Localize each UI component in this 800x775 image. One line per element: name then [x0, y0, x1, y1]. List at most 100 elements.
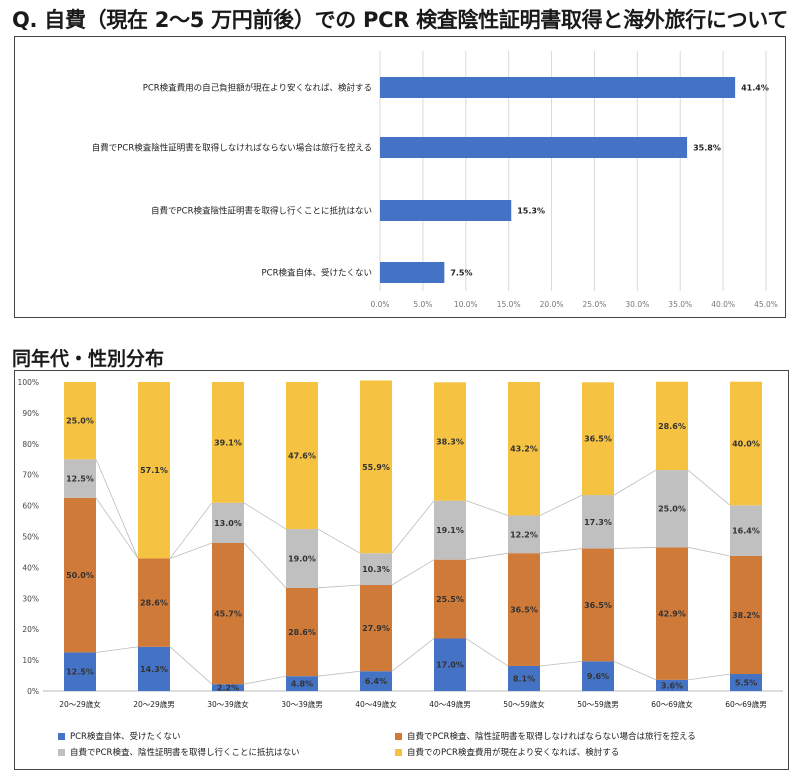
- x-tick-label: 10.0%: [454, 300, 478, 309]
- data-label: 6.4%: [365, 677, 387, 686]
- category-label: 自費でPCR検査陰性証明書を取得し行くことに抵抗はない: [151, 206, 372, 217]
- y-tick-label: 60%: [22, 502, 39, 511]
- bar-segment: [730, 555, 762, 675]
- series-connector: [169, 646, 213, 685]
- bar-segment: [656, 470, 688, 548]
- series-connector: [465, 552, 509, 561]
- distribution-chart-panel: 0% 10% 20% 30% 40% 50% 60% 70% 80% 90% 100% 12.5% 50…: [14, 370, 789, 770]
- series-connector: [613, 660, 657, 681]
- series-connector: [391, 638, 435, 672]
- data-label: 25.5%: [436, 595, 464, 604]
- category-label: 30～39歳女: [207, 699, 249, 709]
- category-label: 40～49歳女: [355, 699, 397, 709]
- bar-segment: [212, 684, 244, 691]
- y-tick-label: 40%: [22, 563, 39, 572]
- legend-label-2: 自費でPCR検査、陰性証明書を取得しなければならない場合は旅行を控える: [407, 732, 696, 742]
- series-connector: [317, 528, 361, 554]
- x-tick-label: 20.0%: [540, 300, 564, 309]
- category-label: 30～39歳男: [281, 699, 323, 709]
- legend-label-3: 自費でPCR検査、陰性証明書を取得し行くことに抵抗はない: [70, 748, 300, 758]
- series-connector: [613, 546, 657, 549]
- bar-segment: [138, 382, 170, 559]
- bar-segment: [64, 497, 96, 653]
- series-connector: [95, 459, 139, 559]
- category-label: 40～49歳男: [429, 699, 471, 709]
- y-tick-label: 0%: [27, 687, 39, 696]
- category-label: 50～59歳男: [577, 699, 619, 709]
- bar-segment: [508, 515, 540, 554]
- data-label: 45.7%: [214, 610, 242, 619]
- series-connector: [391, 559, 435, 586]
- data-label: 35.8%: [693, 144, 721, 153]
- bar-segment: [434, 638, 466, 691]
- bar-segment: [286, 676, 318, 691]
- series-connector: [613, 469, 657, 496]
- stacked-bar-chart: 0% 10% 20% 30% 40% 50% 60% 70% 80% 90% 100% 12.5% 50…: [18, 378, 783, 709]
- data-label: 12.5%: [66, 668, 94, 677]
- bar-segment: [138, 646, 170, 691]
- bar-segment: [656, 679, 688, 691]
- series-connector: [169, 542, 213, 559]
- category-label: 20～29歳女: [59, 699, 101, 709]
- data-label: 28.6%: [658, 422, 686, 431]
- summary-chart-panel: 0.0% 5.0% 10.0% 15.0% 20.0% 25.0% 30.0% 35.0% 40…: [14, 36, 786, 318]
- series-connector: [243, 542, 287, 589]
- bar-segment: [286, 382, 318, 530]
- data-label: 28.6%: [288, 628, 316, 637]
- data-label: 27.9%: [362, 624, 390, 633]
- data-label: 17.3%: [584, 518, 612, 527]
- data-label: 25.0%: [66, 417, 94, 426]
- data-label: 9.6%: [587, 672, 609, 681]
- data-label: 16.4%: [732, 527, 760, 536]
- bar-segment: [212, 502, 244, 543]
- category-label: 60～69歳男: [725, 699, 767, 709]
- data-label: 25.0%: [658, 505, 686, 514]
- bar-segment: [508, 382, 540, 516]
- summary-bar-chart: 0.0% 5.0% 10.0% 15.0% 20.0% 25.0% 30.0% 35.0% 40…: [92, 51, 778, 309]
- legend-item-3: 自費でPCR検査、陰性証明書を取得し行くことに抵抗はない: [58, 746, 299, 758]
- bar-segment: [64, 382, 96, 460]
- y-tick-label: 70%: [22, 471, 39, 480]
- data-label: 57.1%: [140, 466, 168, 475]
- bar-segment: [360, 671, 392, 691]
- bar-segment: [212, 542, 244, 685]
- bar: [380, 137, 688, 158]
- series-connector: [539, 548, 583, 554]
- bar-segment: [656, 547, 688, 680]
- legend-swatch-orange: [395, 732, 402, 740]
- category-label: 自費でPCR検査陰性証明書を取得しなければならない場合は旅行を控える: [92, 143, 372, 154]
- data-label: 12.5%: [66, 475, 94, 484]
- bar-segment: [434, 559, 466, 639]
- data-label: 13.0%: [214, 519, 242, 528]
- series-connector: [95, 497, 139, 559]
- bar-segment: [730, 505, 762, 556]
- series-connector: [687, 469, 731, 506]
- data-label: 8.1%: [513, 674, 535, 683]
- data-label: 55.9%: [362, 463, 390, 472]
- series-connector: [243, 502, 287, 530]
- bar: [380, 77, 736, 98]
- legend-swatch-gray: [58, 748, 65, 756]
- series-connector: [169, 502, 213, 559]
- data-label: 3.6%: [661, 681, 683, 690]
- series-connector: [243, 675, 287, 685]
- x-tick-label: 30.0%: [625, 300, 649, 309]
- x-tick-label: 25.0%: [583, 300, 607, 309]
- data-label: 36.5%: [584, 601, 612, 610]
- legend-label-1: PCR検査自体、受けたくない: [70, 732, 181, 742]
- data-label: 43.2%: [510, 445, 538, 454]
- x-tick-label: 5.0%: [413, 300, 432, 309]
- y-tick-label: 90%: [22, 409, 39, 418]
- bar-segment: [138, 558, 170, 647]
- y-tick-label: 80%: [22, 440, 39, 449]
- x-tick-label: 45.0%: [754, 300, 778, 309]
- legend-item-4: 自費でのPCR検査費用が現在より安くなれば、検討する: [395, 746, 619, 758]
- bar-segment: [508, 553, 540, 666]
- data-label: 38.3%: [436, 437, 464, 446]
- data-label: 28.6%: [140, 599, 168, 608]
- bar-segment: [360, 380, 392, 554]
- data-label: 14.3%: [140, 665, 168, 674]
- y-tick-label: 10%: [22, 656, 39, 665]
- series-connector: [391, 500, 435, 554]
- data-label: 42.9%: [658, 610, 686, 619]
